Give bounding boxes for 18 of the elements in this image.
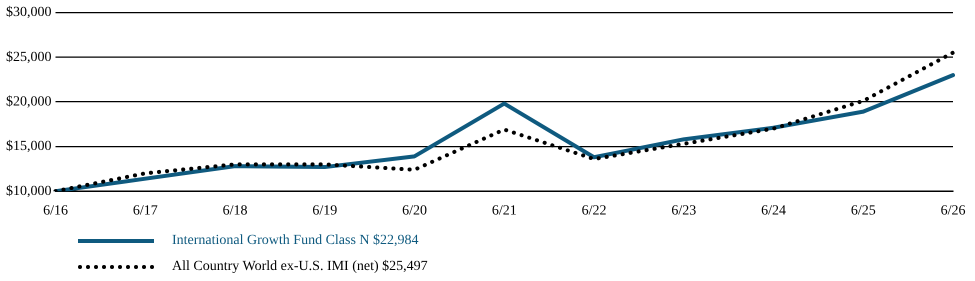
x-tick-label: 6/21 (492, 203, 517, 218)
legend-label: All Country World ex-U.S. IMI (net) $25,497 (172, 259, 428, 275)
x-tick-label: 6/24 (761, 203, 786, 218)
x-tick-label: 6/26 (940, 203, 966, 218)
x-tick-label: 6/23 (671, 203, 696, 218)
y-tick-label: $15,000 (6, 139, 52, 154)
x-tick-label: 6/25 (850, 203, 876, 218)
x-tick-label: 6/19 (312, 203, 338, 218)
y-tick-label: $20,000 (6, 94, 52, 110)
y-tick-label: $25,000 (6, 50, 52, 65)
x-tick-label: 6/17 (132, 203, 158, 218)
y-tick-label: $10,000 (6, 184, 52, 199)
text: International Growth Fund Class N $22,984 (172, 233, 419, 249)
x-tick-label: 6/20 (402, 203, 427, 218)
x-tick-label: 6/18 (222, 203, 248, 218)
x-tick-label: 6/22 (582, 203, 606, 218)
x-tick-label: 6/16 (43, 203, 68, 218)
y-tick-label: $30,000 (6, 5, 52, 20)
